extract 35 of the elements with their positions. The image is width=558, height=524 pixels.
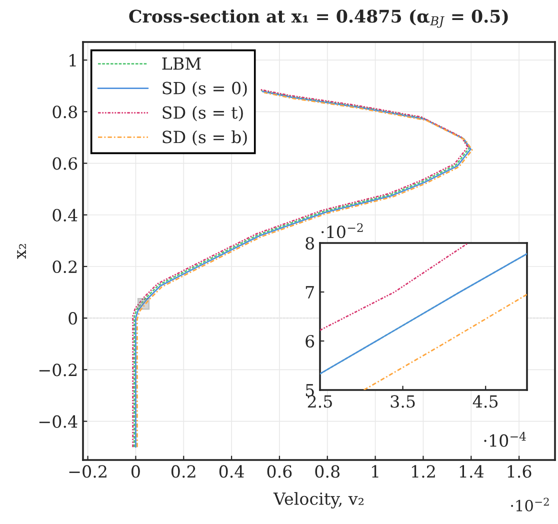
legend-label: SD (s = b) [162, 130, 247, 146]
annotation: ·10$^{−4}$ [484, 432, 526, 447]
line-series [320, 253, 527, 375]
x-axis-title: Velocity, v₂ [273, 492, 364, 508]
annotation: ·10$^{−2}$ [322, 223, 363, 238]
x-tick-label: 0.2 [171, 465, 196, 478]
y-tick-label: 6 [306, 334, 314, 348]
x-tick-label: 1.6 [508, 465, 532, 478]
text: ·10$^{−2}$ [511, 498, 549, 512]
x-tick-label: 1 [372, 465, 378, 478]
x-tick-label: 4.5 [472, 395, 498, 408]
y-tick-label: 8 [306, 236, 314, 250]
x-tick-label: 1.4 [460, 465, 484, 478]
y-tick-label: −0.4 [39, 415, 78, 428]
y-tick-label: −0.2 [39, 364, 77, 376]
x-tick-label: 1.2 [412, 465, 435, 478]
legend-label: LBM [162, 58, 201, 70]
x-tick-label: 0.8 [315, 465, 340, 478]
x-tick-label: 3.5 [390, 395, 415, 408]
y-tick-label: 0.4 [52, 208, 78, 222]
chart-title: Cross-section at x₁ = 0.4875 (α$_{BJ}$ = 0.5) [129, 9, 508, 28]
y-tick-label: 1 [70, 54, 76, 66]
y-tick-label: 0.8 [52, 106, 78, 118]
x-tick-label: 2.5 [308, 395, 332, 408]
y-axis-title: x₂ [17, 244, 26, 259]
x-tick-label: 0.4 [219, 465, 244, 478]
x-tick-label: 0.6 [267, 465, 292, 478]
legend-label: SD (s = 0) [162, 81, 247, 97]
x-tick-label: 0 [132, 465, 140, 478]
legend-label: SD (s = t) [162, 106, 243, 122]
y-tick-label: 0 [68, 312, 78, 325]
y-tick-label: 0.6 [52, 157, 78, 170]
y-tick-label: 0.2 [52, 260, 77, 274]
y-tick-label: 7 [306, 286, 314, 298]
y-tick-label: 5 [306, 384, 314, 397]
